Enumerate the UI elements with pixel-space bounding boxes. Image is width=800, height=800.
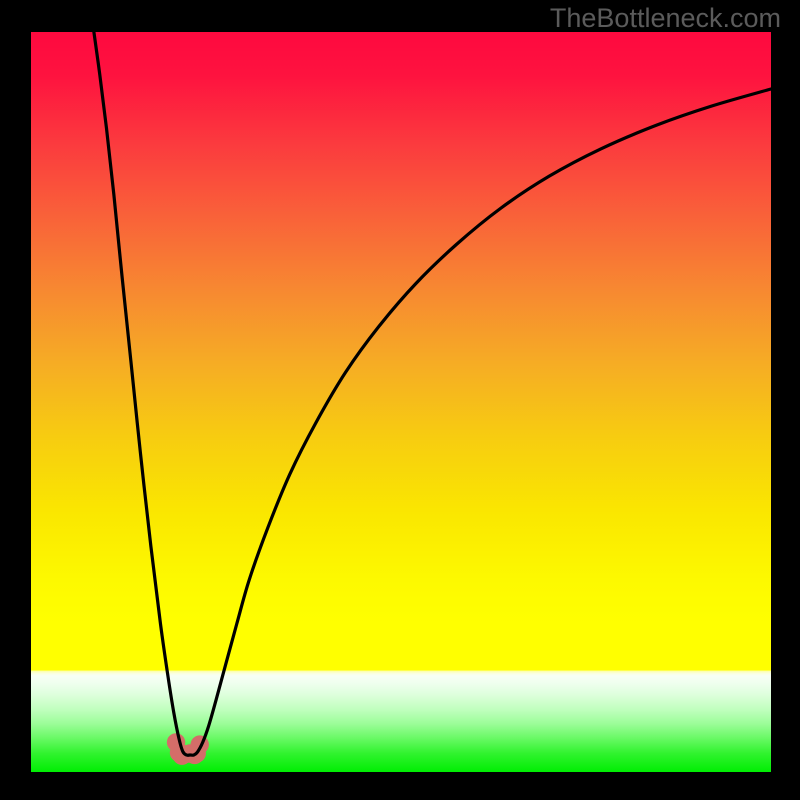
bottleneck-curve: [94, 32, 771, 755]
watermark-text: TheBottleneck.com: [550, 3, 781, 34]
chart-plot: [31, 32, 771, 772]
curve-layer: [31, 32, 771, 772]
